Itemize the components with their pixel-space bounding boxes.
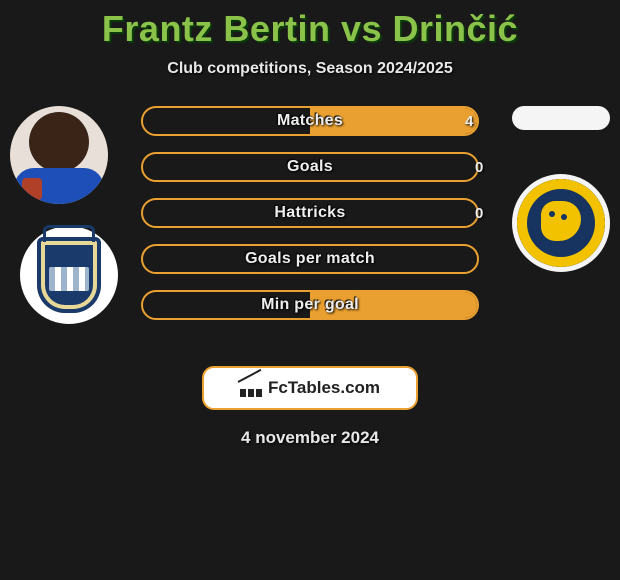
player1-shirt-icon <box>14 168 104 204</box>
stat-row: Min per goal <box>141 290 479 320</box>
player2-club-crest <box>512 174 610 272</box>
stat-row: Matches4 <box>141 106 479 136</box>
player1-club-crest <box>20 226 118 324</box>
club-crest-icon <box>37 237 101 313</box>
stat-label: Goals <box>143 154 477 180</box>
stat-label: Min per goal <box>143 292 477 318</box>
stat-label: Goals per match <box>143 246 477 272</box>
club-crest-icon <box>517 179 605 267</box>
title-player1: Frantz Bertin <box>102 8 331 49</box>
player1-head-icon <box>29 112 89 172</box>
chart-icon <box>240 379 262 397</box>
subtitle: Club competitions, Season 2024/2025 <box>0 60 620 78</box>
title-player2: Drinčić <box>393 8 519 49</box>
stat-bars: Matches4 Goals0 Hattricks0 Goals per match M… <box>141 106 479 320</box>
stat-row: Goals0 <box>141 152 479 182</box>
stat-value-right: 4 <box>465 113 473 130</box>
page-title: Frantz Bertin vs Drinčić <box>0 0 620 50</box>
stat-label: Hattricks <box>143 200 477 226</box>
stat-label: Matches <box>143 108 477 134</box>
stat-row: Hattricks0 <box>141 198 479 228</box>
stat-value-right: 0 <box>475 205 483 222</box>
brand-badge: FcTables.com <box>202 366 418 410</box>
date-footer: 4 november 2024 <box>0 428 620 448</box>
player1-avatar <box>10 106 108 204</box>
stat-row: Goals per match <box>141 244 479 274</box>
title-vs: vs <box>341 8 382 49</box>
comparison-region: Matches4Goals0Hattricks0Goals per matchM… <box>0 106 620 356</box>
stat-value-right: 0 <box>475 159 483 176</box>
brand-text: FcTables.com <box>268 378 380 398</box>
player2-avatar <box>512 106 610 130</box>
